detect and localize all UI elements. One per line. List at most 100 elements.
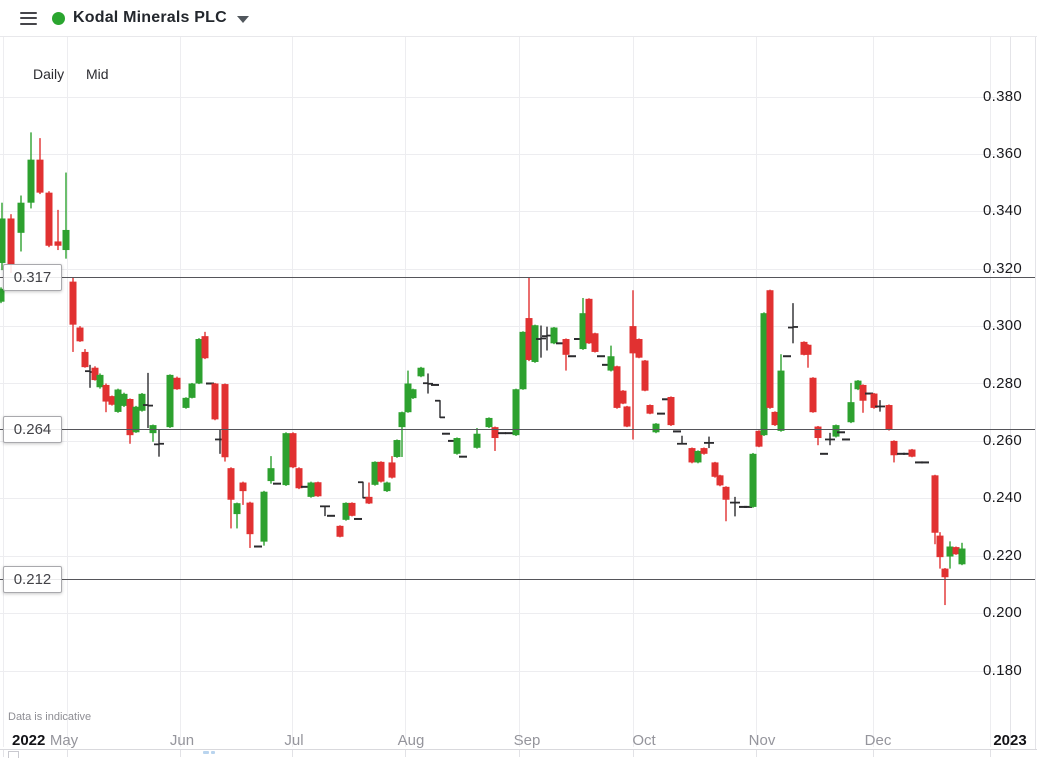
month-label: Jul xyxy=(284,732,304,749)
candle xyxy=(282,433,290,486)
candle xyxy=(619,390,627,404)
price-tick-label: 0.240 xyxy=(982,489,1022,507)
price-tick-label: 0.200 xyxy=(982,604,1022,622)
candle xyxy=(629,326,637,354)
candle xyxy=(62,229,70,251)
month-label: Nov xyxy=(748,732,776,749)
price-tick-label: 0.220 xyxy=(982,546,1022,564)
price-tick-label: 0.260 xyxy=(982,431,1022,449)
candle xyxy=(870,393,878,408)
timeline-tick xyxy=(633,750,634,757)
candle xyxy=(760,313,768,436)
candle xyxy=(377,461,385,482)
month-label: Dec xyxy=(864,732,892,749)
candle xyxy=(409,389,417,399)
candle xyxy=(936,535,944,558)
timeline-scrollbar[interactable] xyxy=(0,749,1037,758)
candle xyxy=(585,298,593,344)
candle xyxy=(0,288,5,302)
candle xyxy=(453,438,461,454)
candle xyxy=(958,548,966,565)
candle xyxy=(519,331,527,390)
candle xyxy=(591,333,599,352)
candle xyxy=(201,336,209,359)
hamburger-menu-icon[interactable] xyxy=(20,11,37,25)
candle xyxy=(246,502,254,535)
candle xyxy=(607,356,615,371)
reference-price-label: 0.212 xyxy=(3,565,62,593)
candle xyxy=(114,389,122,412)
timeline-tick xyxy=(756,750,757,757)
app-header: Kodal Minerals PLC xyxy=(0,0,1037,37)
candle xyxy=(885,405,893,430)
candle xyxy=(388,462,396,478)
candle xyxy=(132,406,140,433)
price-tick-label: 0.180 xyxy=(982,661,1022,679)
timeline-tick xyxy=(67,750,68,757)
candle xyxy=(54,241,62,246)
price-type-selector-mid[interactable]: Mid xyxy=(86,66,109,82)
candle xyxy=(777,370,785,431)
candle xyxy=(17,202,25,233)
candle xyxy=(36,159,44,193)
candle xyxy=(946,546,954,557)
candle xyxy=(76,327,84,342)
candle xyxy=(96,374,104,388)
candle xyxy=(711,462,719,477)
timeline-tick xyxy=(180,750,181,757)
month-label: Oct xyxy=(632,732,656,749)
candle xyxy=(485,417,493,428)
candle xyxy=(211,383,219,420)
candle xyxy=(81,351,89,368)
timeline-mark xyxy=(203,751,209,754)
candle xyxy=(195,339,203,384)
price-tick-label: 0.380 xyxy=(982,87,1022,105)
candle xyxy=(908,449,916,457)
candle xyxy=(267,468,275,482)
interval-selector-daily[interactable]: Daily xyxy=(33,66,65,82)
timeline-mark xyxy=(211,751,215,754)
candle xyxy=(371,461,379,485)
candle xyxy=(931,475,939,533)
candle xyxy=(295,468,303,489)
candle xyxy=(550,327,558,344)
candle xyxy=(941,568,949,578)
instrument-selector[interactable]: Kodal Minerals PLC xyxy=(52,9,249,27)
month-label: Sep xyxy=(513,732,541,749)
month-label: May xyxy=(49,732,79,749)
candle xyxy=(531,325,539,362)
market-open-status-dot xyxy=(52,11,65,25)
candle xyxy=(182,397,190,408)
candle xyxy=(641,360,649,391)
candle xyxy=(667,396,675,426)
candle xyxy=(417,367,425,377)
candle xyxy=(579,313,587,350)
candle xyxy=(473,433,481,448)
candle xyxy=(694,450,702,463)
candle xyxy=(91,367,99,381)
candle xyxy=(7,218,15,265)
candle xyxy=(108,396,116,405)
month-label: Jun xyxy=(169,732,195,749)
candle xyxy=(491,427,499,439)
candle xyxy=(635,339,643,358)
candle xyxy=(336,525,344,537)
candle xyxy=(227,468,235,500)
timeline-tick xyxy=(519,750,520,757)
timeline-handle[interactable] xyxy=(8,751,19,758)
candle xyxy=(890,440,898,456)
candle xyxy=(404,383,412,413)
price-tick-label: 0.300 xyxy=(982,317,1022,335)
candle xyxy=(814,426,822,439)
candle xyxy=(69,281,77,325)
candle xyxy=(716,475,724,486)
candle xyxy=(27,159,35,203)
reference-price-label: 0.264 xyxy=(3,416,62,444)
candle xyxy=(854,380,862,390)
timeline-tick xyxy=(873,750,874,757)
candle xyxy=(562,339,570,355)
candle xyxy=(383,482,391,492)
timeline-tick xyxy=(990,750,991,757)
candle xyxy=(766,290,774,408)
